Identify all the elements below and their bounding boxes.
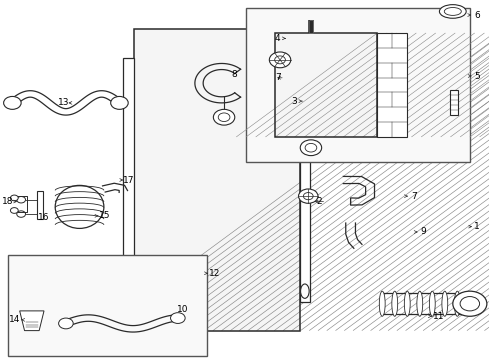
Circle shape <box>270 52 291 68</box>
Text: 14: 14 <box>9 315 21 324</box>
Circle shape <box>453 291 487 316</box>
Bar <box>7 255 207 356</box>
Ellipse shape <box>417 291 423 316</box>
Ellipse shape <box>379 291 385 316</box>
Bar <box>275 33 377 137</box>
Text: 15: 15 <box>99 211 111 220</box>
Circle shape <box>275 56 285 64</box>
Ellipse shape <box>55 185 104 228</box>
Text: 17: 17 <box>122 176 134 185</box>
Circle shape <box>305 143 317 152</box>
Bar <box>377 33 407 137</box>
Bar <box>450 90 458 116</box>
Circle shape <box>17 197 25 203</box>
Circle shape <box>300 140 321 156</box>
Text: 6: 6 <box>474 10 480 19</box>
Bar <box>275 33 377 137</box>
Bar <box>123 58 134 302</box>
Ellipse shape <box>404 291 410 316</box>
Circle shape <box>59 318 73 329</box>
Text: 1: 1 <box>474 222 480 231</box>
Circle shape <box>303 193 313 200</box>
Circle shape <box>298 189 318 203</box>
Circle shape <box>3 96 21 109</box>
Bar <box>37 191 43 220</box>
Ellipse shape <box>124 284 133 298</box>
Text: 5: 5 <box>474 72 480 81</box>
Ellipse shape <box>429 291 435 316</box>
Ellipse shape <box>440 5 466 18</box>
Ellipse shape <box>300 284 309 298</box>
Circle shape <box>10 208 18 213</box>
Ellipse shape <box>454 291 460 316</box>
Bar <box>246 8 470 162</box>
Circle shape <box>171 313 185 323</box>
Ellipse shape <box>392 291 398 316</box>
Bar <box>299 58 310 302</box>
Bar <box>134 30 299 330</box>
Text: 2: 2 <box>316 197 322 206</box>
Polygon shape <box>20 311 44 330</box>
Text: 16: 16 <box>38 213 50 222</box>
Text: 10: 10 <box>177 305 189 314</box>
Circle shape <box>460 297 480 311</box>
Circle shape <box>17 211 25 217</box>
Ellipse shape <box>442 291 448 316</box>
Text: 12: 12 <box>209 269 220 278</box>
Text: 8: 8 <box>231 70 237 79</box>
Text: 11: 11 <box>433 312 444 321</box>
Text: 7: 7 <box>275 73 280 82</box>
Circle shape <box>213 109 235 125</box>
Text: 4: 4 <box>275 34 280 43</box>
Text: 13: 13 <box>58 98 69 107</box>
Bar <box>134 30 299 330</box>
Text: 3: 3 <box>292 96 297 105</box>
Ellipse shape <box>444 8 461 15</box>
Circle shape <box>218 113 230 122</box>
Circle shape <box>111 96 128 109</box>
Circle shape <box>10 195 18 201</box>
Text: 9: 9 <box>421 228 426 237</box>
Text: 18: 18 <box>2 197 13 206</box>
Text: 7: 7 <box>411 192 417 201</box>
